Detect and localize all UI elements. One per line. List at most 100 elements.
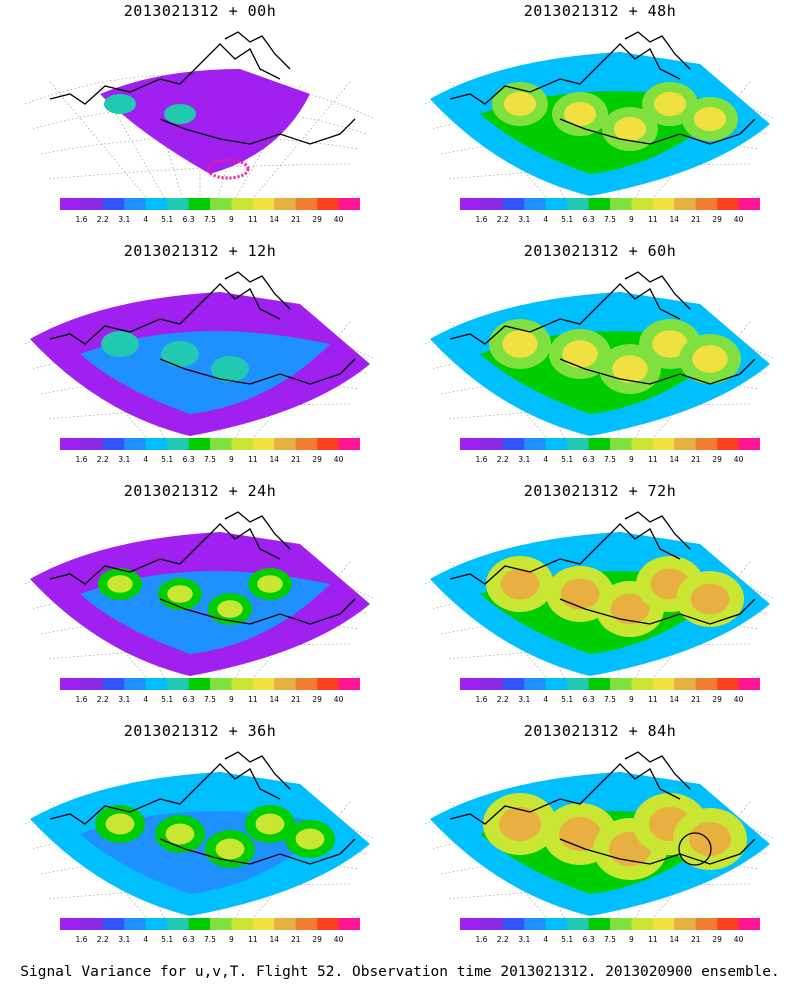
colorbar-tick-label: 29 [312,455,322,464]
colorbar-swatch [652,918,675,930]
colorbar-tick-label: 7.5 [204,935,216,944]
colorbar-tick-label: 21 [691,935,701,944]
variance-field [100,69,310,174]
colorbar-swatch [631,198,654,210]
colorbar-swatch [652,438,675,450]
longitude-line [49,81,148,199]
colorbar-swatch [588,438,611,450]
colorbar-tick-label: 14 [270,935,280,944]
colorbar-tick-label: 1.6 [475,215,487,224]
forecast-panel: 2013021312 + 60h 1.6 2.2 3.1 4 5.1 6.3 7.5 9 11 14… [400,240,800,480]
colorbar-swatch [610,918,632,930]
colorbar-swatch [145,678,168,690]
colorbar-tick-label: 6.3 [183,215,195,224]
colorbar-swatch [231,678,254,690]
variance-core [105,813,135,835]
colorbar-tick-label: 9 [229,215,234,224]
colorbar-swatch [145,198,168,210]
colorbar-swatch [252,438,275,450]
colorbar-swatch [102,918,125,930]
colorbar: 1.6 2.2 3.1 4 5.1 6.3 7.5 9 11 14 21 29 40 [60,198,360,224]
colorbar-tick-label: 2.2 [497,215,509,224]
colorbar-swatch [567,918,589,930]
colorbar-tick-label: 4 [543,455,548,464]
colorbar-tick-label: 2.2 [97,455,109,464]
colorbar-tick-label: 21 [691,455,701,464]
colorbar-tick-label: 14 [670,455,680,464]
variance-core [498,806,542,842]
colorbar-tick-label: 7.5 [204,695,216,704]
colorbar-tick-label: 11 [248,455,258,464]
colorbar-swatch [502,438,525,450]
colorbar-tick-label: 1.6 [475,695,487,704]
colorbar-swatch [567,678,589,690]
map-plot [424,31,776,199]
panel-title: 2013021312 + 84h [523,722,677,740]
colorbar-swatch [460,438,482,450]
colorbar-swatch [588,678,611,690]
variance-core [215,838,245,860]
colorbar-tick-label: 3.1 [118,935,130,944]
colorbar-swatch [210,918,232,930]
coastline [49,271,356,385]
colorbar-swatch [231,438,254,450]
colorbar-swatch [717,198,739,210]
colorbar: 1.6 2.2 3.1 4 5.1 6.3 7.5 9 11 14 21 29 40 [60,918,360,944]
colorbar-tick-label: 2.2 [97,215,109,224]
variance-field [430,772,770,916]
colorbar-tick-label: 21 [691,215,701,224]
colorbar-tick-label: 21 [291,455,301,464]
colorbar-tick-label: 4 [143,455,148,464]
coast-segment [49,283,281,345]
coast-segment [559,598,756,625]
coast-segment [559,358,756,385]
colorbar-swatch [674,438,697,450]
colorbar-tick-label: 14 [270,455,280,464]
colorbar-swatch [102,198,125,210]
colorbar-swatch [567,438,589,450]
map-plot [24,511,376,679]
variance-core [295,828,325,850]
panel-title: 2013021312 + 72h [523,482,677,500]
longitude-line [99,85,166,199]
colorbar-tick-label: 4 [143,215,148,224]
colorbar-swatch [695,918,718,930]
variance-core [255,813,285,835]
colorbar-swatch [610,678,632,690]
variance-blob [161,341,199,367]
colorbar-swatch [481,198,504,210]
colorbar-swatch [610,438,632,450]
colorbar-swatch [317,198,339,210]
coast-segment [624,271,691,310]
colorbar-tick-label: 6.3 [183,935,195,944]
colorbar-swatch [481,438,504,450]
coast-segment [559,118,756,145]
colorbar-swatch [545,918,568,930]
colorbar-tick-label: 14 [670,215,680,224]
colorbar-tick-label: 21 [691,695,701,704]
colorbar-swatch [502,198,525,210]
colorbar-swatch [317,678,339,690]
colorbar-tick-label: 1.6 [75,215,87,224]
coast-segment [224,751,291,790]
colorbar-swatch [631,918,654,930]
variance-core [613,116,647,142]
variance-core [688,821,732,857]
colorbar-swatch [460,198,482,210]
colorbar-swatch [610,198,632,210]
colorbar-tick-label: 11 [248,215,258,224]
colorbar-tick-label: 7.5 [604,215,616,224]
forecast-panel: 2013021312 + 36h 1.6 2.2 3.1 4 5.1 6.3 7.5 9 11 14… [0,720,400,960]
variance-blob [211,356,249,382]
colorbar-tick-label: 21 [291,935,301,944]
colorbar-tick-label: 40 [734,935,744,944]
colorbar-swatch [188,918,211,930]
variance-core [500,568,540,600]
colorbar-tick-label: 6.3 [583,935,595,944]
colorbar-tick-label: 5.1 [161,935,173,944]
colorbar-swatch [274,198,297,210]
variance-core [167,585,193,603]
coast-segment [449,283,681,345]
colorbar-tick-label: 3.1 [118,455,130,464]
colorbar-swatch [545,198,568,210]
